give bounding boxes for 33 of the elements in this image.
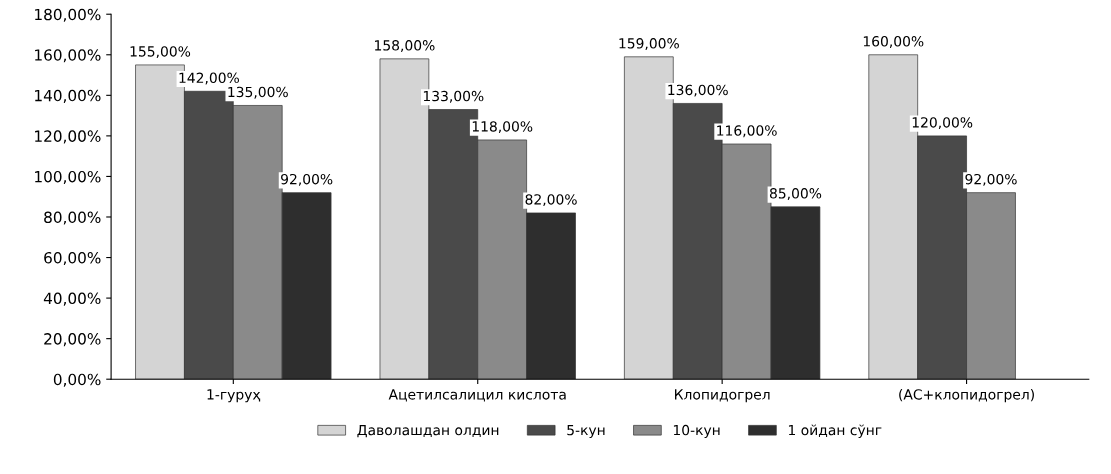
x-tick-label: Ацетилсалицил кислота — [388, 389, 566, 402]
data-label: 133,00% — [423, 90, 484, 103]
x-tick-label: (АС+клопидогрел) — [899, 388, 1034, 403]
y-tick-label: 60,00% — [44, 252, 101, 266]
data-label: 136,00% — [668, 84, 728, 97]
data-label: 82,00% — [525, 194, 577, 207]
data-label: 118,00% — [472, 121, 533, 134]
legend-label: 5-кун — [567, 424, 605, 438]
y-tick-label: 100,00% — [35, 170, 101, 185]
data-label: 135,00% — [228, 86, 288, 99]
y-tick-label: 80,00% — [44, 211, 101, 225]
data-label: 155,00% — [130, 46, 191, 59]
legend-label: Даволашдан олдин — [357, 424, 499, 438]
data-label: 92,00% — [965, 173, 1017, 186]
y-tick-label: 0,00% — [53, 373, 101, 387]
y-tick-label: 160,00% — [35, 49, 101, 63]
data-label: 85,00% — [769, 188, 822, 201]
data-label: 142,00% — [179, 72, 239, 85]
y-tick-label: 120,00% — [35, 130, 101, 144]
y-tick-label: 180,00% — [35, 8, 101, 22]
x-tick-label: 1-гуруҳ — [207, 389, 261, 403]
data-label: 120,00% — [912, 117, 973, 130]
data-label: 159,00% — [619, 38, 679, 50]
y-tick-label: 140,00% — [35, 89, 101, 103]
legend-label: 1 ойдан сўнг — [788, 424, 882, 438]
y-tick-label: 20,00% — [44, 333, 101, 347]
x-tick-label: Клопидогрел — [675, 389, 770, 403]
data-label: 160,00% — [863, 36, 924, 48]
data-label: 92,00% — [281, 173, 333, 186]
data-label: 116,00% — [717, 125, 777, 138]
y-tick-label: 40,00% — [43, 292, 101, 306]
legend-label: 10-кун — [673, 424, 720, 438]
data-label: 158,00% — [375, 40, 435, 52]
